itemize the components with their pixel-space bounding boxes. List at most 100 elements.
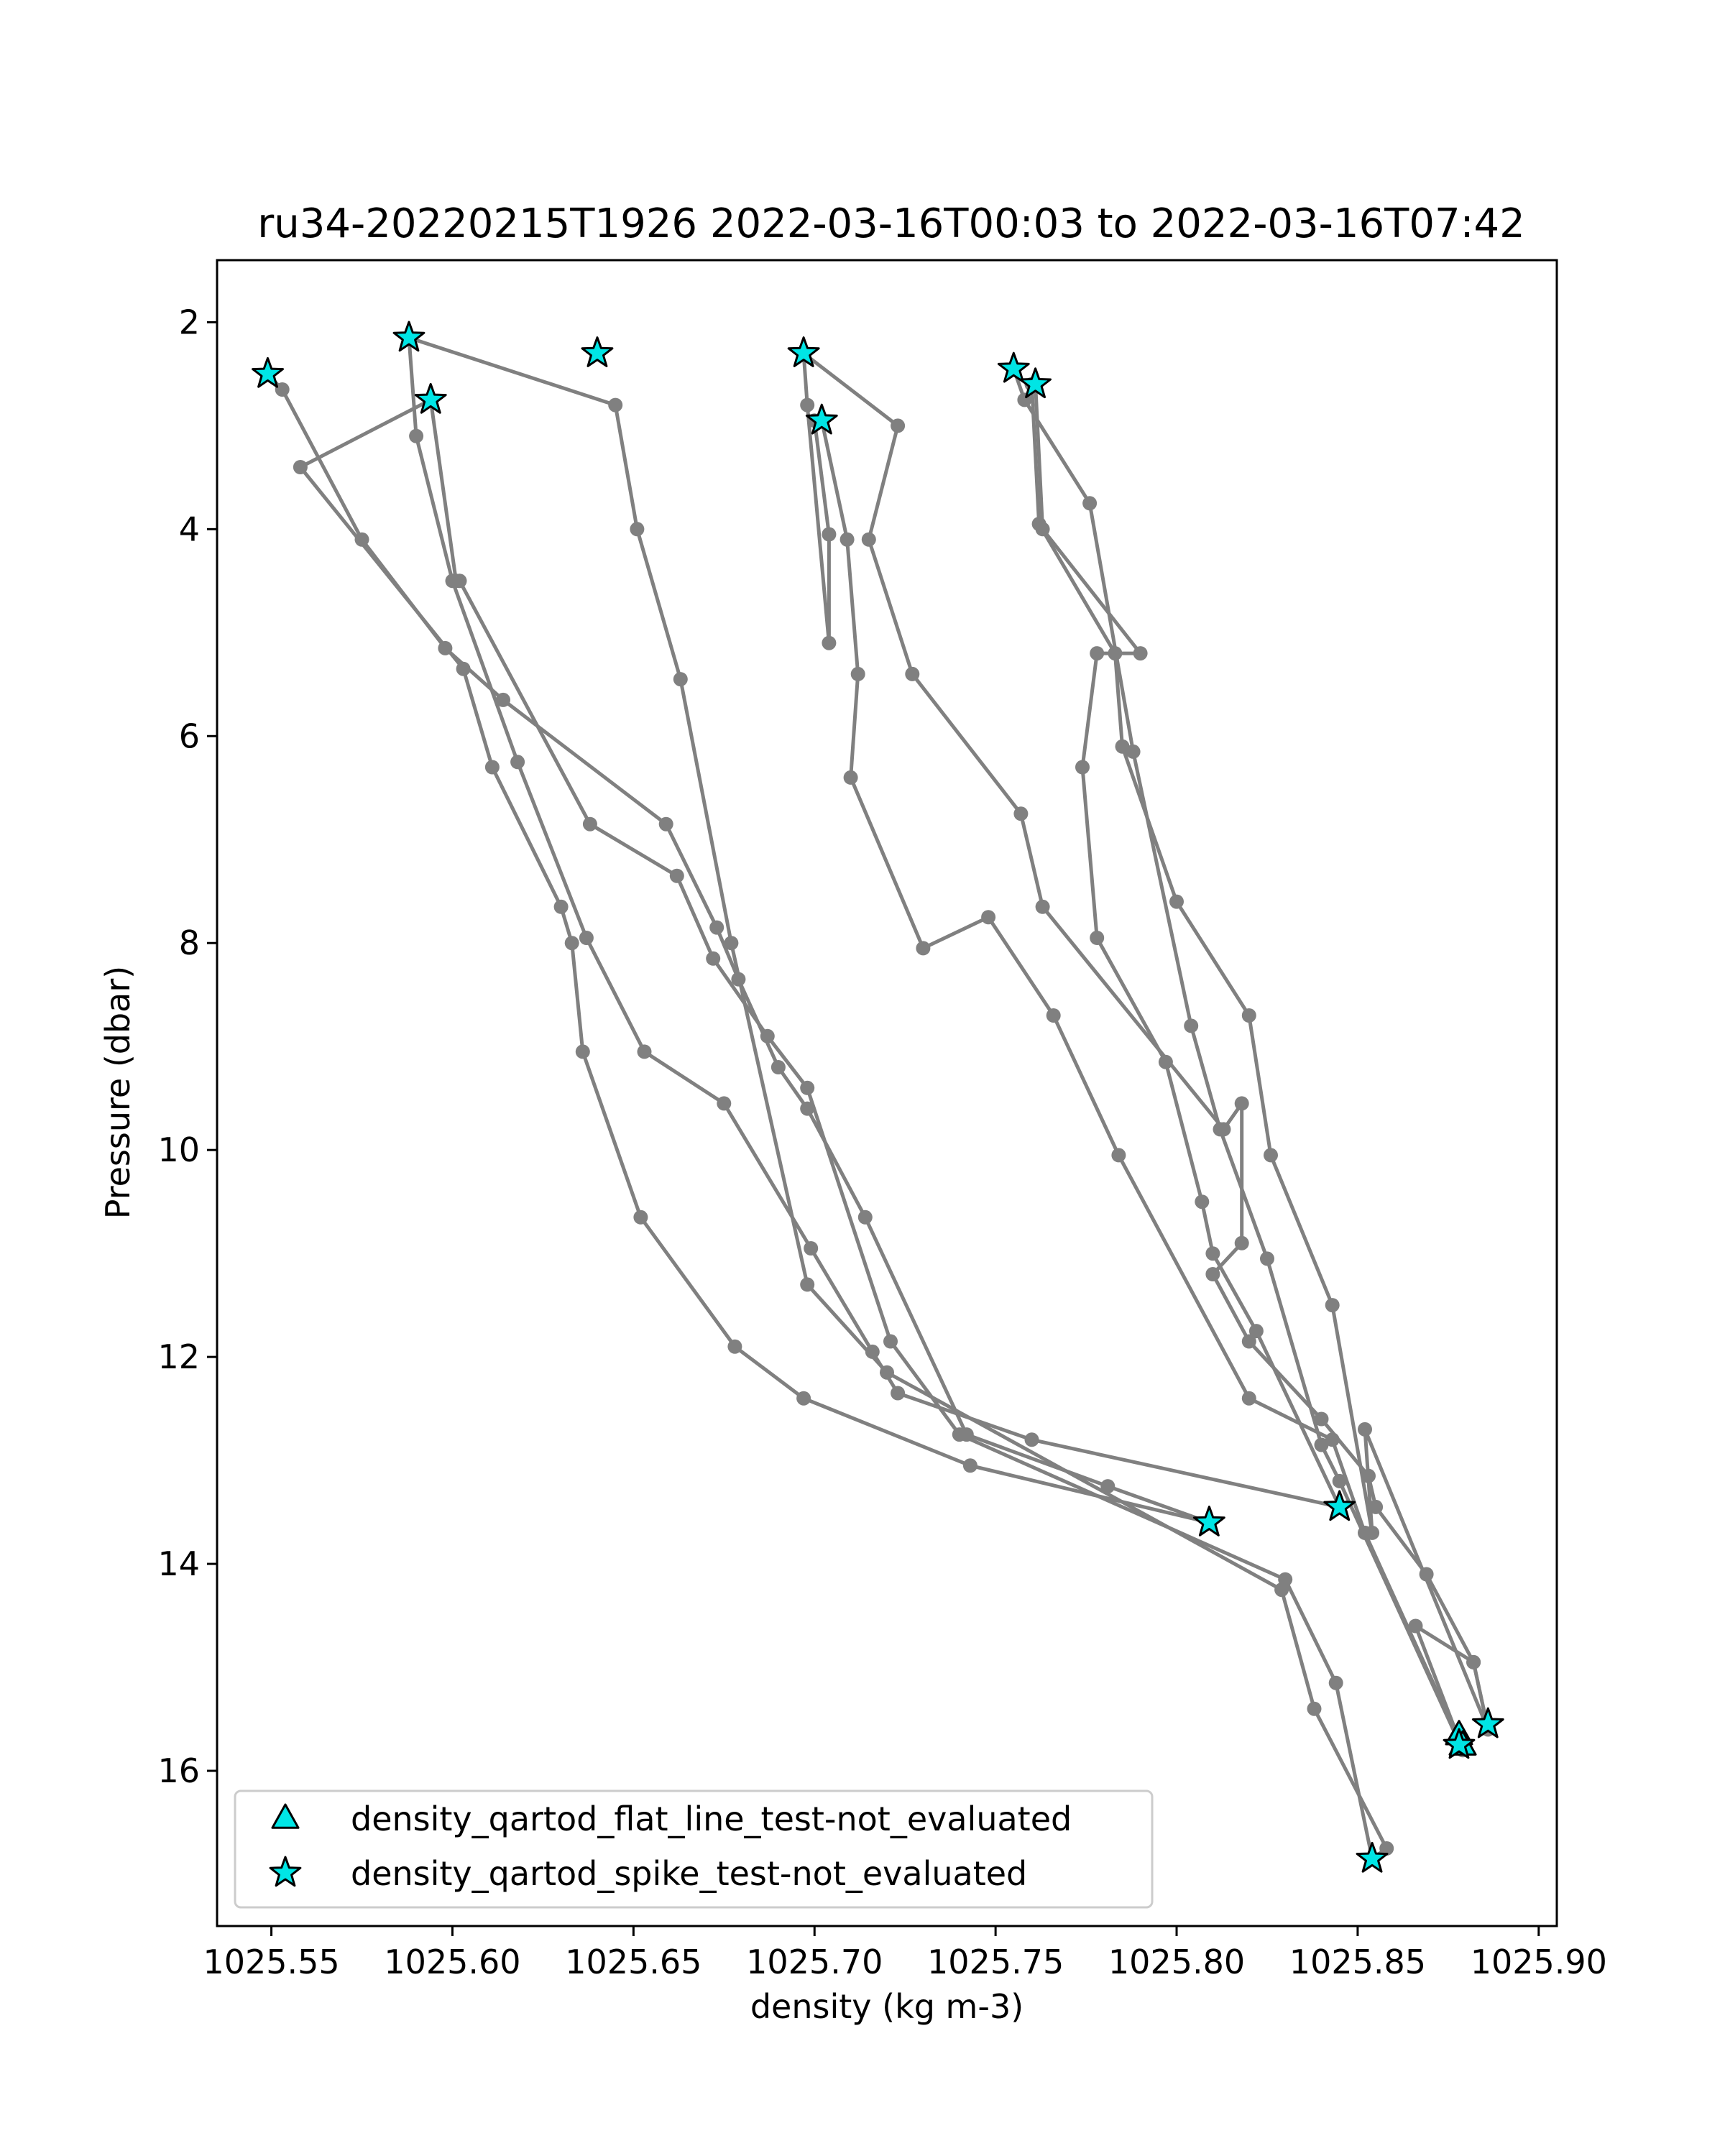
profile-line-10 xyxy=(1011,368,1465,1751)
spike-test-star-marker xyxy=(581,336,614,367)
x-tick-label: 1025.55 xyxy=(203,1943,339,1981)
legend: density_qartod_flat_line_test-not_evalua… xyxy=(234,1789,1154,1909)
profile-point xyxy=(658,816,673,831)
profile-point xyxy=(456,661,471,676)
spike-test-star-marker xyxy=(1471,1707,1504,1738)
profile-points xyxy=(260,331,1496,1866)
profile-point xyxy=(804,1241,819,1256)
profile-point xyxy=(1358,1525,1372,1540)
profile-line-4 xyxy=(407,337,1340,1509)
profile-point xyxy=(575,1044,590,1059)
profile-point xyxy=(582,816,597,831)
profile-point xyxy=(717,1096,732,1111)
y-tick-label: 12 xyxy=(157,1337,200,1376)
profile-point xyxy=(1115,739,1130,754)
profile-point xyxy=(850,666,865,681)
profile-point xyxy=(409,428,424,443)
legend-box xyxy=(234,1789,1154,1909)
x-tick-label: 1025.80 xyxy=(1108,1943,1245,1981)
profile-point xyxy=(1046,1008,1061,1023)
profile-point xyxy=(445,573,460,589)
profile-line-2 xyxy=(428,400,1374,1859)
profile-point xyxy=(633,1210,648,1225)
profile-point xyxy=(1234,1235,1249,1250)
spike-test-star-marker xyxy=(1192,1506,1225,1537)
profile-point xyxy=(579,931,594,945)
profile-point xyxy=(709,920,724,935)
profile-point xyxy=(1090,646,1105,661)
profile-point xyxy=(1241,1391,1256,1406)
profile-point xyxy=(1234,1096,1249,1111)
y-tick-label: 16 xyxy=(157,1751,200,1790)
profile-point xyxy=(840,532,855,547)
profile-point xyxy=(510,755,525,770)
plot-frame xyxy=(216,259,1558,1927)
profile-point xyxy=(880,1365,894,1380)
profile-point xyxy=(800,397,815,413)
profile-point xyxy=(1314,1411,1329,1427)
profile-point xyxy=(1307,1701,1322,1716)
y-tick-label: 14 xyxy=(157,1544,200,1583)
profile-line-6 xyxy=(1030,382,1490,1741)
profile-point xyxy=(1419,1567,1434,1582)
profile-point xyxy=(1264,1148,1278,1163)
profile-point xyxy=(1090,931,1105,945)
profile-point xyxy=(857,1210,873,1225)
profile-point xyxy=(608,397,623,413)
profile-point xyxy=(1379,1841,1394,1856)
profile-line-5 xyxy=(1034,384,1341,1508)
profile-point xyxy=(1241,1008,1256,1023)
profile-point xyxy=(822,527,837,542)
profile-line-8 xyxy=(801,353,831,645)
profile-point xyxy=(1184,1018,1199,1033)
y-axis: 2 4 6 8 10 12 14 16 xyxy=(157,303,217,1790)
profile-point xyxy=(1031,517,1046,532)
profile-point xyxy=(1328,1675,1343,1690)
profile-point xyxy=(1205,1246,1220,1261)
x-tick-label: 1025.60 xyxy=(384,1943,520,1981)
legend-triangle-glyph xyxy=(271,1803,300,1829)
spike-test-star-marker xyxy=(1443,1728,1476,1759)
profile-point xyxy=(822,635,837,650)
x-tick-label: 1025.85 xyxy=(1289,1943,1426,1981)
profile-line-9 xyxy=(802,351,1490,1730)
profile-point xyxy=(1248,1324,1264,1339)
y-tick-label: 4 xyxy=(179,510,200,548)
profile-point xyxy=(1075,760,1090,775)
legend-star-marker xyxy=(269,1856,302,1887)
profile-point xyxy=(1205,1267,1220,1281)
profile-lines xyxy=(266,336,1490,1861)
profile-point xyxy=(1108,646,1123,661)
profile-point xyxy=(981,910,996,925)
profile-point xyxy=(905,666,920,681)
profile-point xyxy=(1133,646,1148,661)
profile-point xyxy=(1213,1122,1228,1137)
spike-test-star-marker xyxy=(787,336,820,367)
profile-point xyxy=(843,770,858,785)
profile-point xyxy=(760,1028,775,1044)
profile-point xyxy=(1314,1437,1329,1452)
legend-label-spike: density_qartod_spike_test-not_evaluated xyxy=(351,1854,1027,1893)
profile-point xyxy=(800,1277,815,1292)
x-tick-label: 1025.70 xyxy=(746,1943,883,1981)
profile-point xyxy=(1024,1432,1039,1447)
profile-point xyxy=(564,936,579,951)
spike-test-star-marker xyxy=(414,382,447,414)
y-axis-label: Pressure (dbar) xyxy=(98,966,137,1219)
x-tick-label: 1025.90 xyxy=(1471,1943,1607,1981)
profile-point xyxy=(796,1391,811,1406)
profile-point xyxy=(1325,1298,1340,1313)
y-tick-label: 6 xyxy=(179,717,200,755)
spike-test-star-marker xyxy=(1323,1490,1356,1521)
profile-point xyxy=(1169,894,1184,909)
profile-point xyxy=(800,1080,815,1095)
profile-point xyxy=(484,760,500,775)
profile-point xyxy=(293,460,308,474)
profile-point xyxy=(438,640,453,655)
legend-triangle-marker xyxy=(271,1803,300,1829)
spike-test-star-marker xyxy=(1019,367,1052,399)
spike-test-star-marker xyxy=(392,321,426,352)
chart-title: ru34-20220215T1926 2022-03-16T00:03 to 2… xyxy=(257,201,1524,247)
profile-point xyxy=(1100,1479,1116,1494)
